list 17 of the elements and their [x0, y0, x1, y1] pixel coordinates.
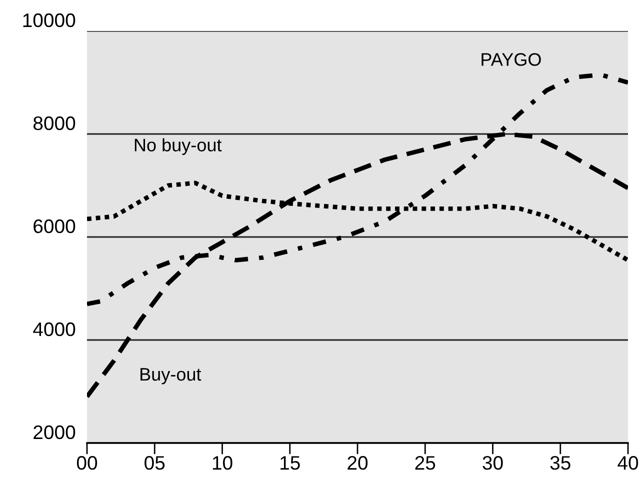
series-label: Buy-out	[140, 368, 202, 384]
y-tick-label: 2000	[34, 425, 76, 440]
text: No buy-out	[134, 138, 222, 156]
x-tick-label: 15	[280, 456, 300, 470]
y-tick-label: 6000	[34, 219, 76, 234]
x-tick-label: 20	[348, 456, 368, 470]
x-tick-label: 00	[76, 456, 98, 470]
x-tick-label: 10	[212, 456, 232, 470]
x-tick-label: 40	[618, 456, 638, 470]
y-tick-label: 8000	[33, 116, 76, 130]
x-tick-label: 25	[415, 456, 436, 470]
x-tick-label: 30	[482, 456, 503, 470]
x-tick-label: 05	[144, 456, 165, 470]
series-label: PAYGO	[482, 53, 541, 66]
x-tick-label: 35	[550, 456, 570, 470]
y-tick-label: 4000	[33, 322, 76, 336]
y-tick-label: 10000	[23, 13, 76, 28]
